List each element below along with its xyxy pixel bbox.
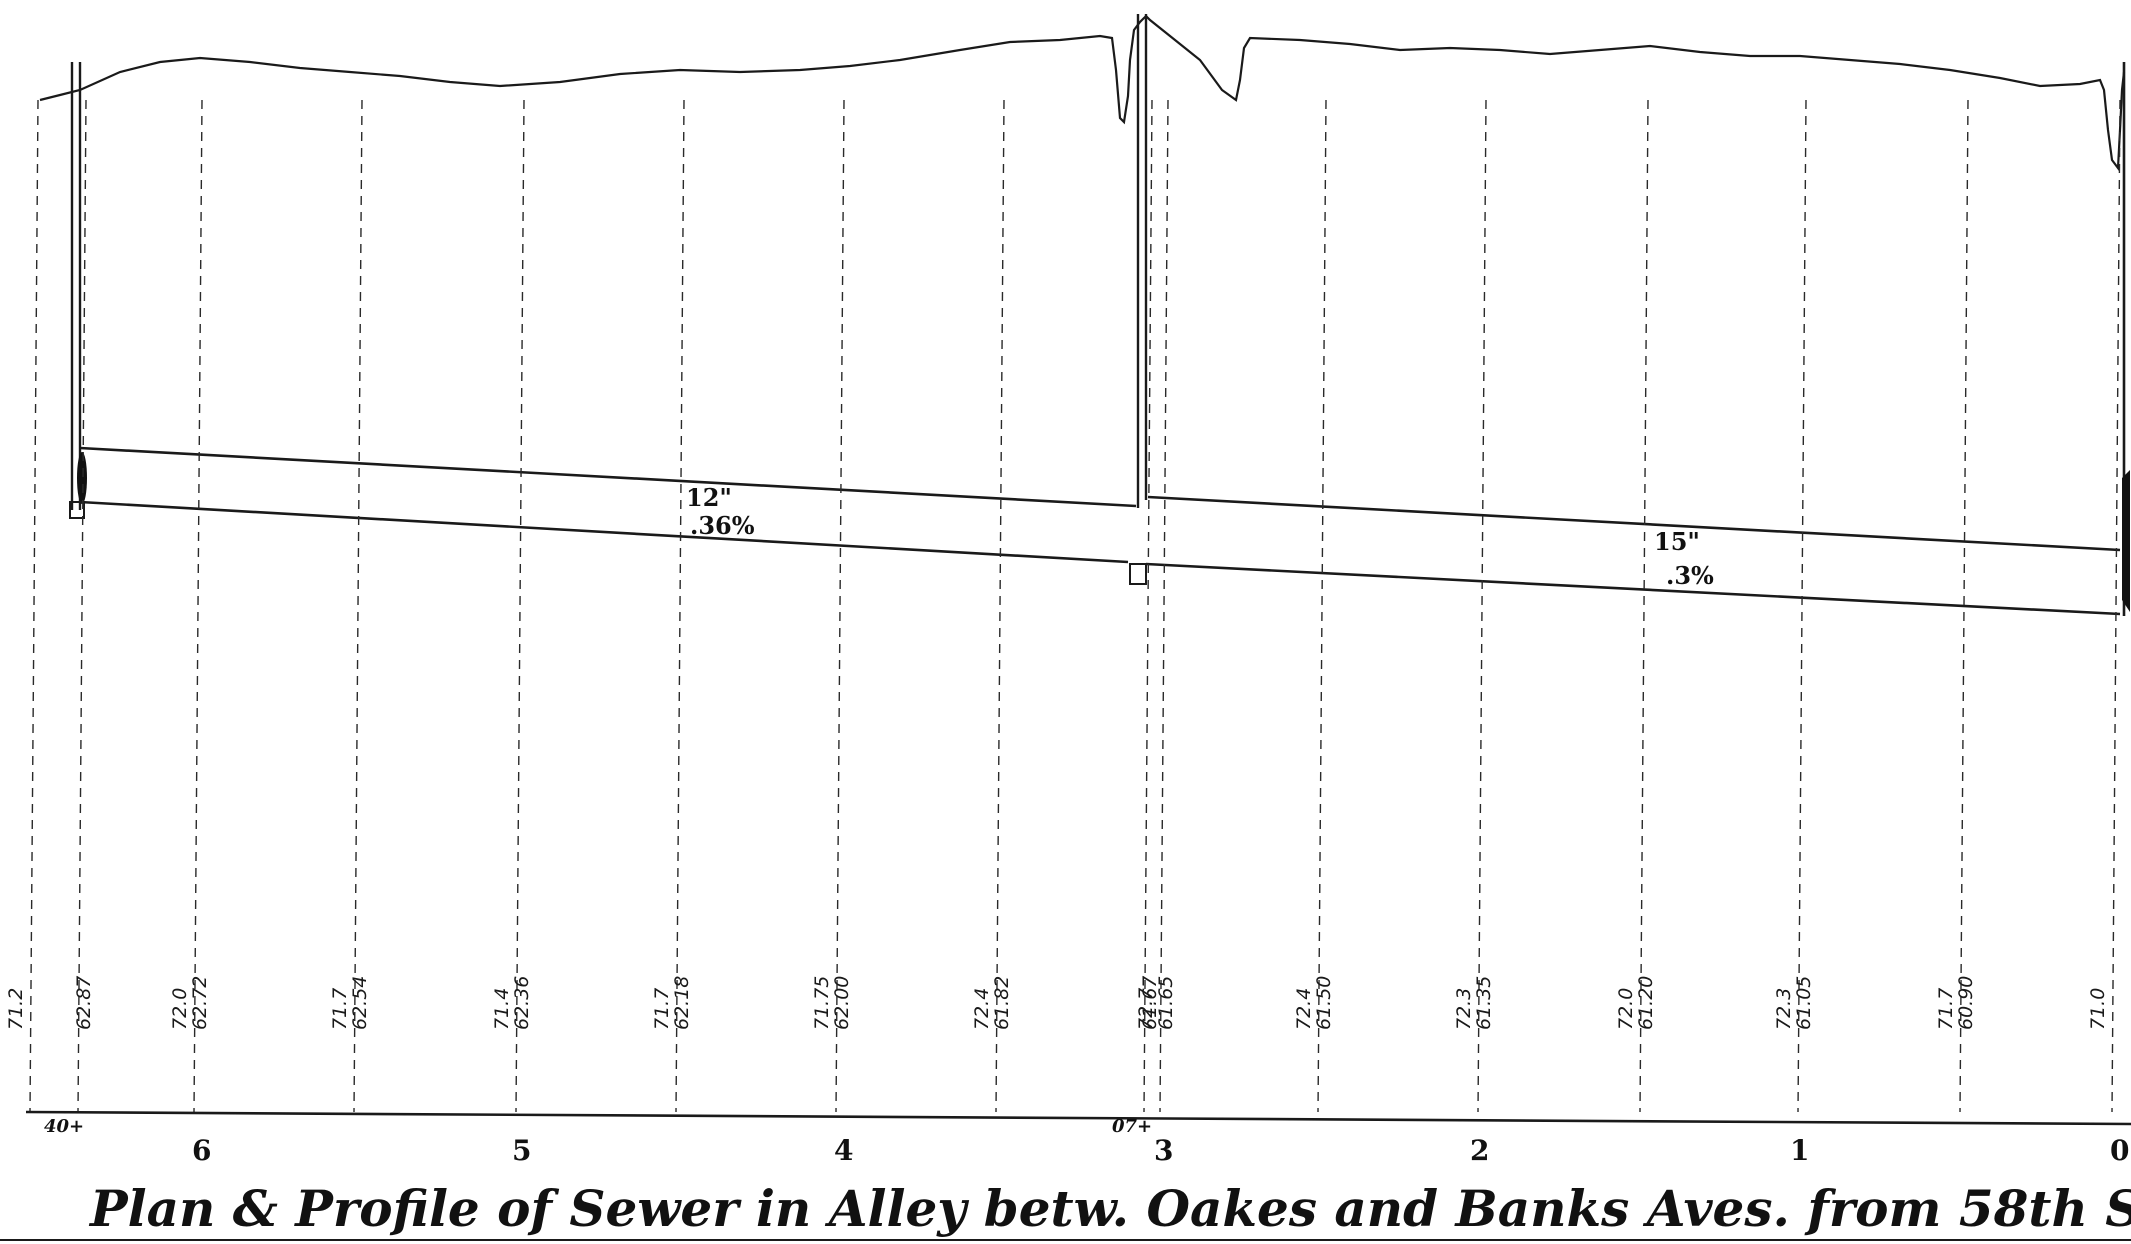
elevation-invert: 62.00 (831, 976, 853, 1030)
elevation-invert: 60.90 (1955, 976, 1977, 1030)
elevation-ground: 71.0 (2087, 988, 2109, 1030)
elevation-invert: 61.67 (1139, 976, 1161, 1030)
station-grid-line (1959, 99, 1969, 1113)
pipe-12-top-line (79, 446, 1137, 508)
station-grid-line (1639, 99, 1649, 1113)
elevation-invert: 61.20 (1635, 976, 1657, 1030)
elevation-ground: 72.4 (971, 988, 993, 1030)
station-grid-line (995, 99, 1005, 1113)
profile-baseline (25, 1110, 2131, 1126)
station-grid-line (1317, 99, 1327, 1113)
plus-labels: 40+ 07+ (44, 1116, 1152, 1137)
pipe-15-bottom-line (1145, 562, 2121, 616)
elevation-ground: 71.2 (5, 988, 27, 1030)
elevation-ground: 72.4 (1293, 988, 1315, 1030)
station-grid-line (193, 99, 203, 1113)
pipe-12-bottom-line (79, 500, 1129, 564)
elevation-invert: 62.87 (73, 976, 95, 1030)
elevation-ground: 71.7 (651, 988, 673, 1030)
station-grid-line (77, 99, 87, 1113)
station-grid-line (1477, 99, 1487, 1113)
pipe-15-size-label: 15" (1654, 527, 1700, 556)
elevation-invert: 61.05 (1793, 976, 1815, 1030)
pipe-15-grade-label: .3% (1666, 561, 1714, 590)
elevation-ground: 72.3 (1773, 988, 1795, 1030)
manhole-middle-base (1129, 563, 1147, 585)
elevation-ground: 72.0 (169, 988, 191, 1030)
elevation-ground: 72.7 (1135, 988, 1157, 1030)
station-number: 4 (834, 1134, 853, 1167)
elevation-invert: 61.50 (1313, 976, 1335, 1030)
station-grid-line (835, 99, 845, 1113)
elevation-invert: 62.54 (349, 976, 371, 1030)
elevation-readings: 71.2 62.87 72.062.72 71.762.54 71.462.36 71.7… (5, 976, 2109, 1030)
elevation-invert: 62.36 (511, 976, 533, 1030)
elevation-invert: 62.18 (671, 976, 693, 1030)
station-number: 0 (2110, 1134, 2129, 1167)
elevation-invert: 61.65 (1155, 976, 1177, 1030)
plus-station-label: 07+ (1112, 1116, 1152, 1137)
station-numbers: 6 5 4 3 2 1 0 (192, 1134, 2129, 1167)
elevation-ground: 71.7 (329, 988, 351, 1030)
station-grid-lines (29, 99, 2121, 1113)
elevation-ground: 71.7 (1935, 988, 1957, 1030)
elevation-invert: 61.82 (991, 976, 1013, 1030)
manhole-left-base (69, 501, 85, 519)
pipe-12-size-label: 12" (686, 483, 732, 512)
pipe-15-top-line (1147, 495, 2121, 552)
pipe-12-grade-label: .36% (690, 511, 755, 540)
station-number: 1 (1790, 1134, 1809, 1167)
station-grid-line (2111, 99, 2121, 1113)
elevation-ground: 72.0 (1615, 988, 1637, 1030)
manhole-left-marker (77, 452, 87, 504)
station-grid-line (1159, 99, 1169, 1113)
drawing-title: Plan & Profile of Sewer in Alley betw. O… (88, 1179, 2131, 1238)
station-grid-line (353, 99, 363, 1113)
station-number: 2 (1470, 1134, 1489, 1167)
station-number: 6 (192, 1134, 211, 1167)
manhole-right-marker (2122, 470, 2130, 612)
station-grid-line (1797, 99, 1807, 1113)
elevation-ground: 71.75 (811, 976, 833, 1030)
plus-station-label: 40+ (44, 1116, 84, 1137)
ground-surface-line (39, 14, 2126, 172)
elevation-ground: 71.4 (491, 988, 513, 1030)
elevation-invert: 62.72 (189, 976, 211, 1030)
elevation-invert: 61.35 (1473, 976, 1495, 1030)
station-number: 5 (512, 1134, 531, 1167)
station-grid-line (29, 99, 39, 1113)
station-grid-line (675, 99, 685, 1113)
station-grid-line (1143, 99, 1153, 1113)
station-grid-line (515, 99, 525, 1113)
station-number: 3 (1154, 1134, 1173, 1167)
elevation-ground: 72.3 (1453, 988, 1475, 1030)
